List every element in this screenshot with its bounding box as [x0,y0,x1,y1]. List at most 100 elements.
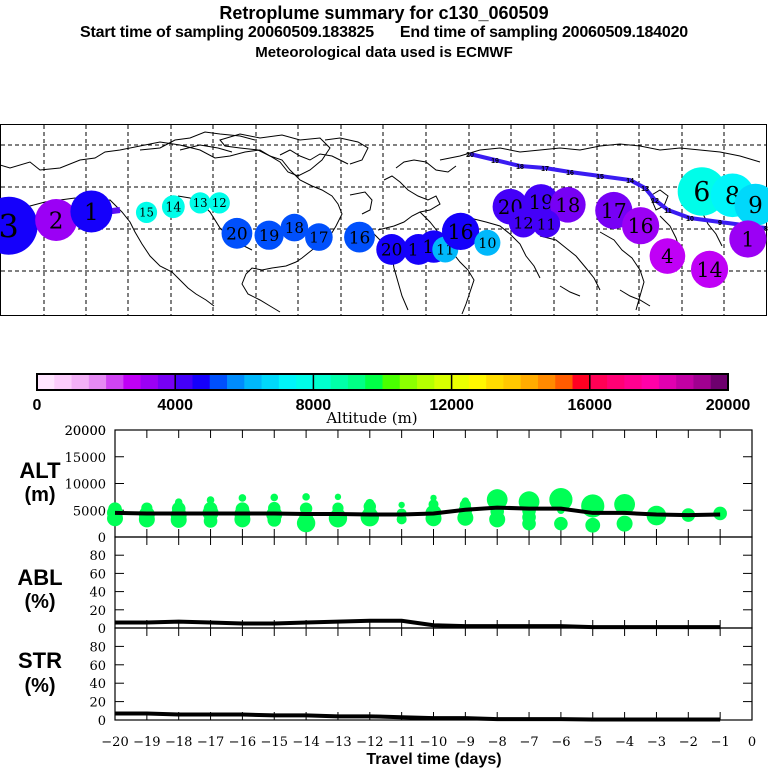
altitude-cluster-point [174,498,183,507]
altitude-cluster-point [713,506,727,521]
altitude-cluster-point [461,497,470,505]
map-marker-label: 20 [381,240,403,260]
colorbar-swatch [658,374,677,390]
map-marker [189,192,211,214]
colorbar-swatch [365,374,383,390]
y-tick-label: 80 [89,640,106,655]
y-tick-label: 20000 [65,424,106,439]
x-tick-label: −7 [519,735,538,750]
map-marker-label: 17 [309,229,328,247]
colorbar-swatch [503,374,522,390]
y-tick-label: 60 [89,567,106,582]
map-marker-label: 10 [478,236,496,252]
end-time-label: End time of sampling 20060509.184020 [399,24,688,41]
map-marker [376,234,408,265]
y-tick-label: 0 [98,531,106,546]
map-marker-label: 17 [601,199,627,223]
colorbar-swatch [244,374,263,390]
x-tick-label: −13 [324,735,351,750]
map-marker [622,207,660,245]
map-marker-label: 18 [285,219,304,237]
x-tick-label: −14 [292,735,319,750]
x-tick-label: −16 [229,735,256,750]
str-panel-unit: (%) [24,675,55,697]
map-marker-label: 9 [748,193,763,219]
str-panel-label: STR [18,648,62,673]
map-marker-label: 18 [555,194,580,217]
colorbar-swatch [641,374,660,390]
x-tick-label: −9 [456,735,475,750]
map-marker-label: 2 [49,208,64,234]
colorbar-swatch [296,374,314,390]
series-line-alt [114,505,721,518]
x-tick-label: −12 [356,735,383,750]
altitude-cluster-point [486,489,508,510]
altitude-cluster-point [141,502,153,514]
colorbar-swatch [693,374,712,390]
altitude-cluster-point [268,501,281,515]
map-marker [280,213,309,242]
colorbar-swatch [572,374,591,390]
altitude-cluster-point [238,494,247,502]
x-tick-label: −4 [615,735,634,750]
colorbar-swatch [434,374,453,390]
trajectory-day-label: 11 [664,208,672,215]
trajectory-day-label: 12 [651,198,659,205]
map-marker [344,221,375,253]
colorbar-tick-label: 8000 [296,397,332,414]
abl-panel-unit: (%) [24,591,55,613]
colorbar-swatch [278,374,297,390]
map-marker [532,210,561,238]
colorbar-tick-label: 16000 [568,397,613,414]
colorbar-swatch [88,374,107,390]
altitude-cluster-point [398,501,405,509]
colorbar-swatch [347,374,366,390]
altitude-cluster-point [334,493,342,501]
colorbar-swatch [37,374,55,390]
altitude-cluster-point [365,498,375,508]
colorbar-swatch [106,374,124,390]
colorbar-swatch [123,374,142,390]
y-tick-label: 10000 [65,478,106,493]
trajectory-day-label: 19 [491,158,499,165]
trajectory-day-label: 8 [764,226,768,233]
trajectory-day-label: 16 [566,170,574,177]
altitude-cluster-point [299,502,313,515]
y-tick-label: 20000 [65,424,106,439]
x-tick-label: −17 [197,735,224,750]
colorbar-swatch [468,374,487,390]
altitude-cluster-point [549,487,573,512]
map-marker [254,220,284,250]
map-marker-label: 11 [436,243,454,259]
map-marker-label: 15 [139,206,154,220]
x-tick-label: −18 [165,735,192,750]
trajectory-day-label: 15 [596,174,604,181]
map-marker-label: 4 [661,245,673,268]
colorbar-tick-label: 20000 [706,397,751,414]
panel-frame [114,627,753,721]
map-marker-label: 16 [349,227,371,247]
trajectory-line [469,152,767,230]
panel-frame [114,536,753,629]
map-marker [508,208,539,238]
colorbar-swatch [624,374,643,390]
x-tick-label: −2 [679,735,698,750]
series-line-str [115,711,721,722]
x-tick-label: 0 [748,735,756,750]
map-marker-label: 1 [741,227,754,251]
map-marker [729,220,767,258]
colorbar-swatch [537,374,556,390]
colorbar-swatch [520,374,539,390]
y-tick-label: 20 [89,604,106,619]
altitude-cluster-point [430,494,437,502]
y-tick-label: 0 [98,714,106,729]
colorbar-swatch [486,374,504,390]
colorbar-swatch [330,374,349,390]
colorbar-label: Altitude (m) [325,409,417,427]
series-line-abl [115,618,721,630]
colorbar-swatch [399,374,418,390]
altitude-cluster-point [616,515,633,532]
map-marker [208,192,230,214]
colorbar-swatch [261,374,280,390]
